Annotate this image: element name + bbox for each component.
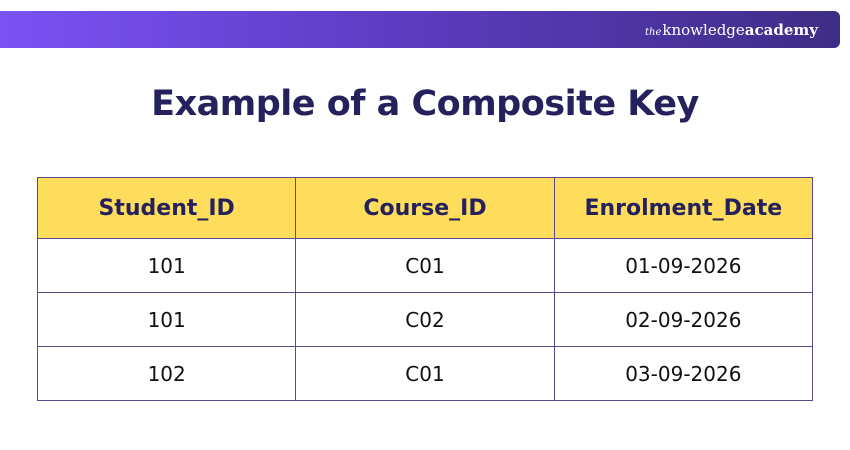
cell-course-id: C01 xyxy=(295,238,555,293)
table-row: 102 C01 03-09-2026 xyxy=(36,346,814,401)
cell-course-id: C01 xyxy=(295,346,555,401)
header-student-id: Student_ID xyxy=(36,177,297,239)
brand-prefix: the xyxy=(645,27,662,38)
cell-course-id: C02 xyxy=(295,292,555,347)
table-row: 101 C02 02-09-2026 xyxy=(36,292,814,347)
brand-name-regular: knowledge xyxy=(662,21,745,39)
brand-name-bold: academy xyxy=(744,21,818,39)
cell-student-id: 102 xyxy=(36,346,297,401)
top-banner: theknowledgeacademy xyxy=(0,11,840,48)
cell-student-id: 101 xyxy=(36,292,297,347)
cell-student-id: 101 xyxy=(36,238,297,293)
table-header-row: Student_ID Course_ID Enrolment_Date xyxy=(36,177,814,239)
header-enrolment-date: Enrolment_Date xyxy=(553,177,814,239)
table-row: 101 C01 01-09-2026 xyxy=(36,238,814,293)
header-course-id: Course_ID xyxy=(295,177,555,239)
page-title: Example of a Composite Key xyxy=(151,84,699,124)
cell-enrolment-date: 02-09-2026 xyxy=(553,292,814,347)
cell-enrolment-date: 03-09-2026 xyxy=(553,346,814,401)
brand-logo: theknowledgeacademy xyxy=(645,20,818,43)
cell-enrolment-date: 01-09-2026 xyxy=(553,238,814,293)
composite-key-table: Student_ID Course_ID Enrolment_Date 101 … xyxy=(36,177,814,401)
